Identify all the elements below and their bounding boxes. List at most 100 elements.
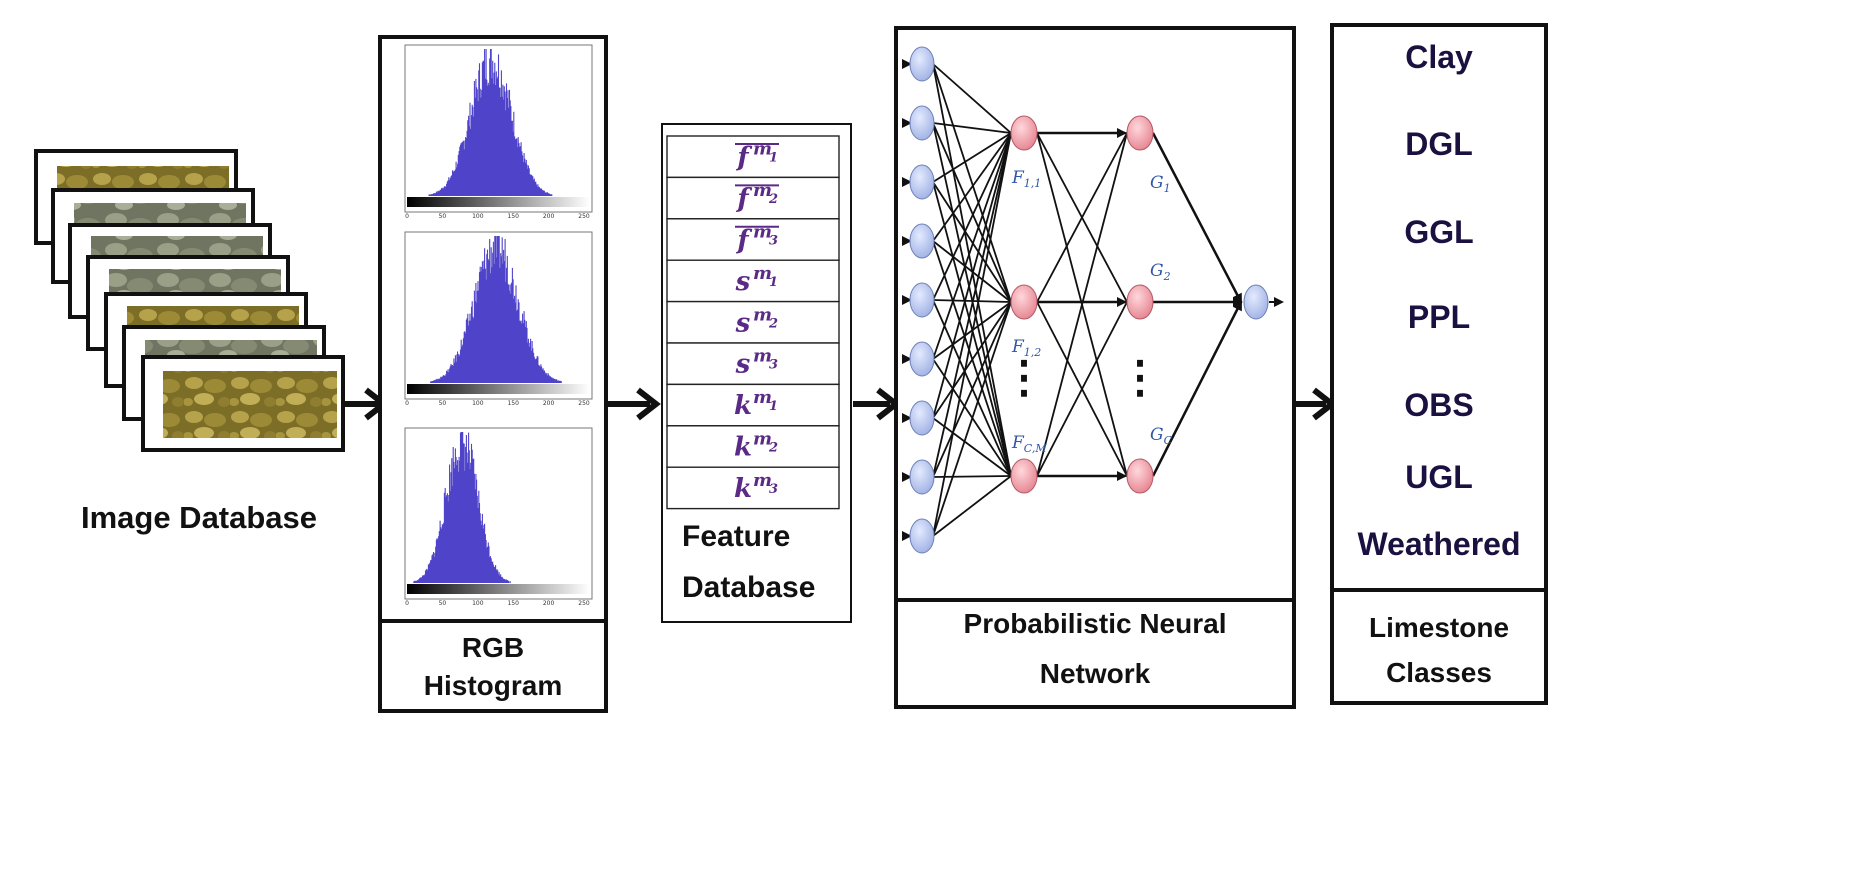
feature-database-label-line1: Feature [682, 520, 790, 553]
input-node [909, 459, 935, 495]
feature-row: k m3 [666, 466, 840, 510]
limestone-panel [1330, 23, 1548, 705]
image-card-front [141, 355, 345, 452]
feature-row: f m2 [666, 176, 840, 220]
image-database-label: Image Database [81, 500, 317, 535]
pnn-label-line1: Probabilistic Neural [964, 608, 1227, 639]
rgb-histogram-label-line1: RGB [462, 632, 524, 663]
axis-tick-label: 50 [439, 600, 447, 607]
feature-superscript: m [753, 263, 772, 284]
limestone-class-weathered: Weathered [1357, 526, 1520, 562]
intensity-gradient-bar [407, 384, 590, 394]
feature-superscript: m [753, 470, 772, 491]
feature-subscript: 3 [769, 358, 778, 373]
axis-tick-label: 0 [405, 213, 409, 220]
feature-row: s m1 [666, 259, 840, 303]
feature-symbol: s [735, 308, 751, 338]
axis-tick-label: 250 [578, 213, 590, 220]
rgb-histogram-label-line2: Histogram [424, 670, 562, 701]
feature-row: f m1 [666, 135, 840, 179]
axis-tick-label: 250 [578, 600, 590, 607]
limestone-class-ugl: UGL [1405, 459, 1473, 495]
summation-node [1126, 115, 1154, 151]
axis-tick-label: 0 [405, 600, 409, 607]
axis-tick-label: 200 [543, 213, 555, 220]
histogram-r: 0 50 100 150 200 250 [404, 44, 593, 220]
axis-tick-label: 200 [543, 400, 555, 407]
input-node [909, 164, 935, 200]
feature-symbol: k [734, 391, 752, 421]
feature-superscript: m [753, 346, 772, 367]
feature-symbol: k [734, 433, 752, 463]
summation-node [1126, 458, 1154, 494]
feature-database-label-line2: Database [682, 571, 815, 604]
pattern-ellipsis: ⋮ [1002, 353, 1046, 402]
limestone-label-line2: Classes [1386, 657, 1492, 688]
feature-row: s m2 [666, 300, 840, 344]
feature-symbol: k [734, 474, 752, 504]
histogram-bars [428, 49, 553, 196]
input-node [909, 518, 935, 554]
limestone-class-clay: Clay [1405, 39, 1473, 75]
feature-symbol: s [735, 267, 751, 297]
limestone-class-dgl: DGL [1405, 126, 1473, 162]
feature-row: k m1 [666, 383, 840, 427]
axis-tick-label: 200 [543, 600, 555, 607]
pattern-node [1010, 284, 1038, 320]
pattern-node [1010, 115, 1038, 151]
histogram-g: 0 50 100 150 200 250 [404, 231, 593, 407]
image-database-stack [34, 149, 345, 452]
limestone-class-ppl: PPL [1408, 299, 1470, 335]
feature-subscript: 2 [768, 441, 778, 456]
pattern-node [1010, 458, 1038, 494]
axis-tick-label: 150 [507, 400, 519, 407]
arrow-image-to-histogram [343, 387, 389, 421]
input-node [909, 46, 935, 82]
arrow-features-to-pnn [853, 387, 901, 421]
input-node [909, 223, 935, 259]
input-node [909, 105, 935, 141]
input-node [909, 282, 935, 318]
feature-subscript: 1 [769, 399, 778, 414]
pnn-panel [894, 26, 1296, 709]
feature-subscript: 3 [769, 234, 778, 249]
arrow-histogram-to-features [608, 387, 661, 421]
summation-node [1126, 284, 1154, 320]
axis-tick-label: 100 [472, 400, 484, 407]
intensity-gradient-bar [407, 584, 590, 594]
output-node [1243, 284, 1269, 320]
summation-ellipsis: ⋮ [1118, 353, 1162, 402]
pnn-label-line2: Network [1040, 658, 1151, 689]
feature-superscript: m [753, 387, 772, 408]
feature-subscript: 1 [769, 275, 778, 290]
limestone-class-obs: OBS [1404, 387, 1473, 423]
limestone-class-list: Clay DGL GGL PPL OBS UGL Weathered [1357, 39, 1520, 562]
feature-symbol: f [735, 184, 752, 214]
arrow-pnn-to-classes [1296, 387, 1337, 421]
network-edges [902, 59, 1284, 541]
feature-subscript: 3 [769, 482, 778, 497]
intensity-gradient-bar [407, 197, 590, 207]
feature-subscript: 2 [768, 192, 778, 207]
feature-symbol: s [735, 350, 751, 380]
limestone-label-line1: Limestone [1369, 612, 1509, 643]
histogram-plots: 0 50 100 150 200 250 0 50 100 150 200 250 0 50 100 150 2… [404, 44, 593, 607]
histogram-b: 0 50 100 150 200 250 [404, 427, 593, 607]
feature-subscript: 1 [769, 151, 778, 166]
feature-superscript: m [753, 304, 772, 325]
histogram-bars [430, 236, 562, 383]
feature-symbol: f [735, 226, 752, 256]
feature-row: f m3 [666, 218, 840, 261]
feature-superscript: m [753, 429, 772, 450]
axis-tick-label: 150 [507, 213, 519, 220]
axis-tick-label: 150 [507, 600, 519, 607]
axis-tick-label: 100 [472, 600, 484, 607]
limestone-class-ggl: GGL [1404, 214, 1473, 250]
feature-row: k m2 [666, 425, 840, 468]
feature-list: f m1f m2f m3s m1s m2s m3k m1k m2k m3 [666, 135, 840, 510]
axis-tick-label: 100 [472, 213, 484, 220]
axis-tick-label: 50 [439, 213, 447, 220]
